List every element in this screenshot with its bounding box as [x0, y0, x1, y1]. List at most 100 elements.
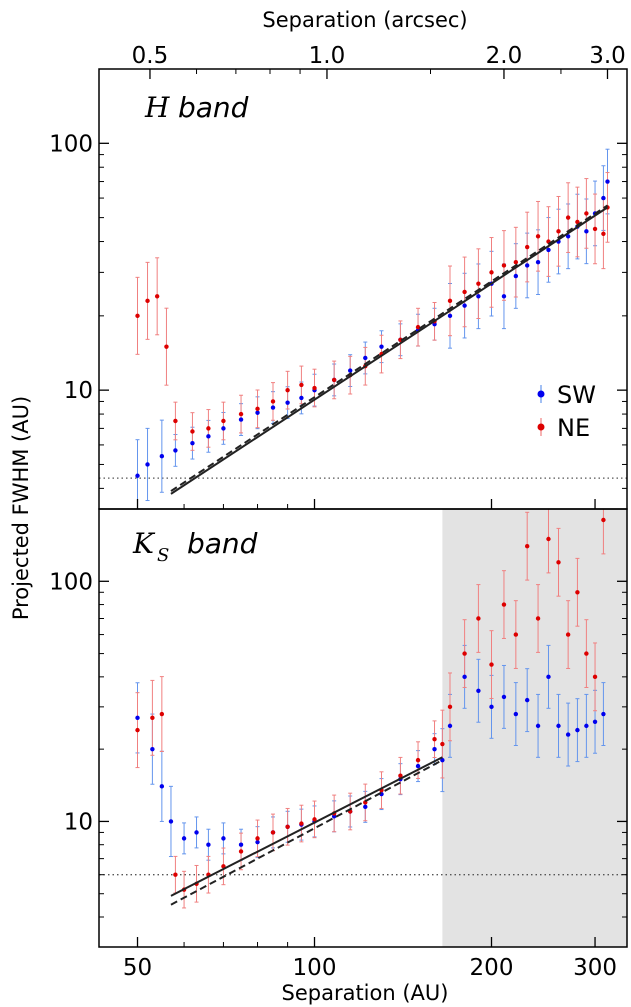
- data-point-ne: [331, 377, 337, 383]
- top-tick-label: 0.5: [132, 43, 169, 69]
- data-point-ne: [489, 662, 494, 667]
- data-point-ne: [592, 226, 598, 232]
- data-point-ne: [270, 399, 276, 404]
- data-point-sw: [255, 410, 260, 415]
- data-point-ne: [398, 773, 403, 778]
- band-symbol-h: H: [144, 91, 170, 124]
- top-tick-label: 3.0: [589, 43, 626, 69]
- data-point-ne: [159, 711, 165, 717]
- data-point-ne: [270, 830, 276, 835]
- data-point-sw: [238, 417, 244, 422]
- data-point-sw: [285, 400, 290, 405]
- data-point-sw: [181, 836, 187, 841]
- y-tick-label: 100: [49, 569, 93, 595]
- data-point-sw: [363, 355, 368, 361]
- data-point-sw: [270, 405, 276, 410]
- data-point-ne: [513, 632, 519, 637]
- data-point-sw: [462, 303, 467, 308]
- top-axis-title: Separation (arcsec): [262, 8, 467, 32]
- data-point-sw: [135, 715, 140, 721]
- data-point-ne: [535, 616, 541, 621]
- data-point-ne: [312, 385, 317, 391]
- data-point-ne: [154, 294, 160, 299]
- band-symbol-k: K: [132, 527, 156, 560]
- data-point-sw: [584, 723, 589, 729]
- data-point-ne: [556, 229, 561, 234]
- data-point-ne: [190, 429, 195, 434]
- data-point-ne: [575, 590, 580, 595]
- data-point-ne: [238, 411, 244, 417]
- data-point-ne: [432, 737, 437, 742]
- top-tick-label: 1.0: [309, 43, 346, 69]
- data-point-ne: [150, 715, 155, 721]
- top-band-label: H band: [144, 91, 249, 124]
- data-point-sw: [524, 697, 530, 703]
- data-point-sw: [513, 273, 519, 279]
- data-point-sw: [145, 462, 150, 467]
- data-point-ne: [299, 382, 304, 388]
- data-point-ne: [415, 757, 421, 763]
- legend-entry-ne: NE: [537, 414, 590, 442]
- data-point-ne: [501, 263, 507, 268]
- shaded-region: [442, 509, 627, 947]
- data-point-ne: [164, 344, 169, 349]
- data-point-sw: [159, 454, 165, 459]
- data-point-sw: [575, 727, 580, 733]
- data-point-sw: [601, 711, 606, 717]
- data-point-sw: [190, 440, 195, 446]
- data-point-sw: [415, 763, 421, 769]
- data-point-sw: [221, 426, 226, 431]
- data-point-sw: [565, 732, 571, 737]
- data-point-sw: [501, 294, 507, 299]
- x-tick-label: 200: [470, 955, 514, 981]
- data-point-sw: [206, 434, 211, 439]
- data-point-sw: [440, 757, 445, 763]
- data-point-ne: [285, 824, 290, 829]
- axes-layer: [98, 68, 628, 948]
- data-point-ne: [173, 418, 178, 424]
- data-point-ne: [565, 215, 571, 220]
- data-point-sw: [447, 723, 453, 729]
- data-point-sw: [221, 836, 226, 841]
- y-axis-title: Projected FWHM (AU): [9, 396, 33, 620]
- y-tick-label: 100: [49, 131, 93, 157]
- data-point-sw: [150, 746, 155, 752]
- data-point-ne: [584, 651, 589, 656]
- data-point-sw: [299, 395, 304, 401]
- fit-line-dashed: [170, 204, 609, 492]
- data-point-sw: [462, 674, 467, 680]
- data-point-ne: [601, 517, 606, 523]
- data-point-sw: [159, 784, 165, 789]
- legend: SW NE: [537, 381, 596, 442]
- data-point-ne: [462, 289, 467, 295]
- legend-sw-label: SW: [557, 381, 596, 409]
- data-point-sw: [173, 448, 178, 453]
- data-point-sw: [605, 179, 610, 184]
- data-point-sw: [347, 368, 353, 373]
- data-point-ne: [501, 602, 507, 607]
- data-point-sw: [546, 247, 551, 253]
- data-point-ne: [312, 817, 317, 822]
- top-tick-label: 2.0: [486, 43, 523, 69]
- data-point-sw: [524, 263, 530, 268]
- data-point-sw: [535, 723, 541, 729]
- data-point-ne: [535, 234, 541, 239]
- legend-ne-marker: [537, 423, 545, 431]
- data-point-ne: [135, 313, 140, 319]
- data-point-layer: [135, 179, 610, 892]
- data-point-sw: [476, 294, 481, 299]
- data-point-ne: [447, 298, 453, 304]
- band-word-top: band: [178, 91, 249, 124]
- data-point-ne: [299, 821, 304, 826]
- data-point-sw: [489, 704, 494, 710]
- data-point-sw: [255, 839, 260, 845]
- data-point-sw: [363, 804, 368, 810]
- panel-frame-top: [98, 68, 628, 510]
- data-point-ne: [575, 219, 580, 225]
- data-point-sw: [432, 746, 437, 752]
- fit-line-solid: [170, 756, 443, 897]
- data-point-sw: [501, 694, 507, 700]
- data-point-sw: [238, 842, 244, 847]
- fit-line-dashed: [170, 759, 443, 906]
